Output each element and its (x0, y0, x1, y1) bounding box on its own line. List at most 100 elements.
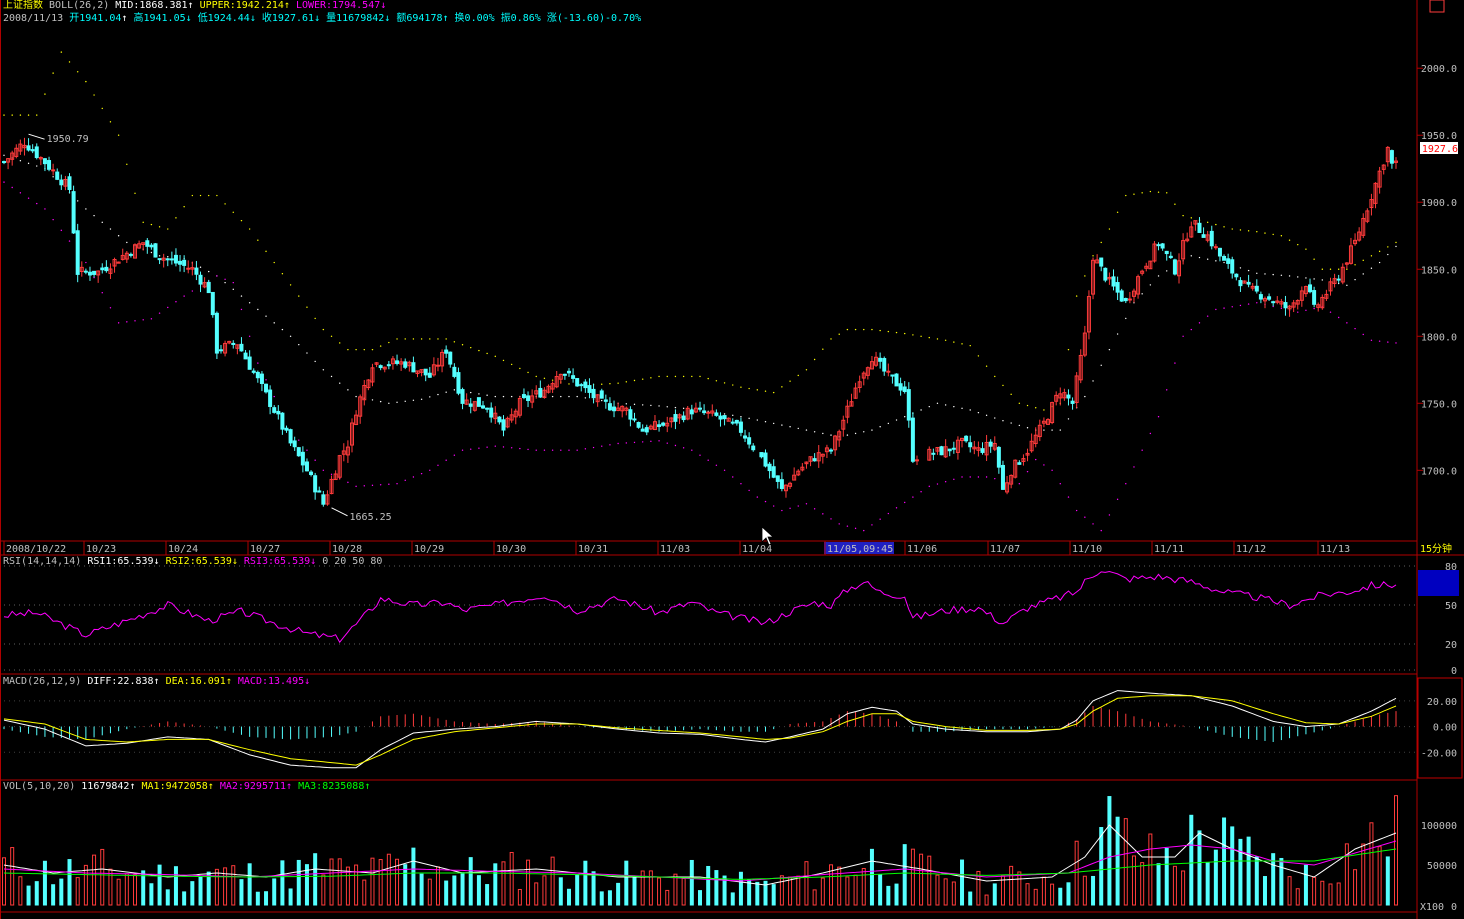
boll-upper-dot (36, 114, 38, 116)
candle-body (194, 267, 199, 275)
candle-body (108, 268, 113, 274)
boll-upper-dot (158, 226, 161, 228)
macd-dea: DEA:16.091 (165, 676, 226, 687)
boll-lower-dot (322, 469, 325, 472)
main-y-label: 1850.0 (1421, 265, 1457, 276)
candle-body (161, 257, 166, 261)
candle-body (607, 403, 612, 411)
volume-bar (943, 878, 948, 906)
macd-diff: DIFF:22.838 (87, 676, 154, 687)
volume-bar (763, 880, 768, 906)
boll-mid-dot (437, 393, 439, 396)
boll-mid-dot (126, 241, 128, 244)
boll-mid-dot (830, 434, 832, 436)
candle-body (1381, 164, 1386, 170)
candle-body (182, 259, 187, 266)
boll-lower-dot (461, 449, 464, 451)
boll-upper-dot (961, 343, 963, 345)
boll-lower-dot (1166, 389, 1168, 391)
candle-body (542, 389, 547, 398)
volume-bar (722, 875, 727, 906)
boll-mid-dot (3, 154, 5, 157)
volume-bar (1279, 857, 1284, 906)
candle-body (1103, 267, 1108, 281)
boll-lower-dot (944, 480, 947, 483)
candle-body (652, 421, 657, 431)
volume-bar (337, 858, 342, 906)
volume-bar (951, 881, 956, 906)
volume-bar (607, 890, 612, 906)
candle-body (137, 243, 142, 249)
boll-mid-dot (1395, 245, 1397, 248)
volume-bar (1066, 882, 1071, 906)
candle-body (874, 356, 879, 366)
candle-body (829, 449, 834, 452)
boll-upper-dot (1297, 243, 1299, 246)
boll-upper-dot (1149, 190, 1152, 193)
boll-mid-dot (576, 395, 578, 398)
boll-lower-dot (478, 447, 480, 449)
candle-body (1127, 298, 1132, 301)
candle-body (1246, 281, 1251, 285)
boll-lower-dot (224, 278, 226, 281)
volume-bar (1050, 883, 1055, 906)
volume-bar (468, 857, 473, 906)
boll-upper-dot (1256, 231, 1258, 233)
volume-bar (796, 875, 801, 906)
volume-bar (1140, 862, 1145, 906)
boll-upper-dot (486, 352, 488, 355)
volume-bar (902, 844, 907, 906)
price-tag: 1927.6 (1422, 144, 1458, 155)
boll-upper-dot (134, 192, 136, 195)
candle-body (1095, 259, 1100, 264)
candle-body (890, 374, 895, 377)
volume-bar (673, 873, 678, 906)
boll-upper-dot (1092, 255, 1094, 257)
main-y-label: 1700.0 (1421, 466, 1457, 477)
candle-body (1107, 276, 1112, 280)
candle-body (1123, 298, 1128, 302)
boll-mid-dot (756, 419, 759, 421)
candle-body (460, 389, 465, 404)
volume-bar (485, 884, 490, 906)
volume-bar (206, 871, 211, 906)
candle-body (894, 373, 899, 387)
boll-upper-dot (68, 61, 71, 63)
macd-y-label: 20.00 (1427, 697, 1457, 708)
vol-ma2-line (3, 840, 1397, 882)
volume-bar (648, 870, 653, 906)
x-axis-label: 11/06 (907, 544, 937, 555)
boll-upper-dot (199, 194, 202, 197)
candle-body (1086, 296, 1091, 333)
candle-body (722, 415, 727, 420)
candle-body (710, 410, 715, 414)
candle-body (927, 448, 932, 461)
vol-ma3-line (3, 848, 1397, 880)
boll-lower-dot (723, 469, 726, 472)
candle-body (571, 375, 576, 379)
candle-body (914, 459, 919, 462)
macd-diff-line (3, 690, 1397, 769)
boll-lower-dot (732, 476, 734, 478)
candle-body (292, 440, 297, 448)
boll-upper-dot (494, 355, 496, 358)
candle-body (22, 144, 27, 149)
volume-bar (1025, 883, 1030, 906)
volume-bar (313, 853, 318, 906)
candle-body (178, 260, 183, 265)
candle-body (493, 412, 498, 420)
boll-mid-dot (584, 397, 587, 399)
quote-volume: 量11679842 (326, 13, 385, 24)
boll-upper-dot (1362, 259, 1364, 262)
boll-mid-dot (1051, 429, 1053, 431)
boll-lower-dot (68, 240, 71, 242)
volume-bar (812, 889, 817, 906)
boll-upper-dot (568, 383, 570, 385)
boll-mid-dot (887, 422, 890, 425)
boll-lower-dot (551, 449, 554, 451)
boll-lower-dot (1084, 516, 1086, 518)
boll-upper-dot (1321, 268, 1324, 270)
boll-upper-dot (1223, 226, 1225, 228)
boll-mid-dot (412, 399, 415, 401)
